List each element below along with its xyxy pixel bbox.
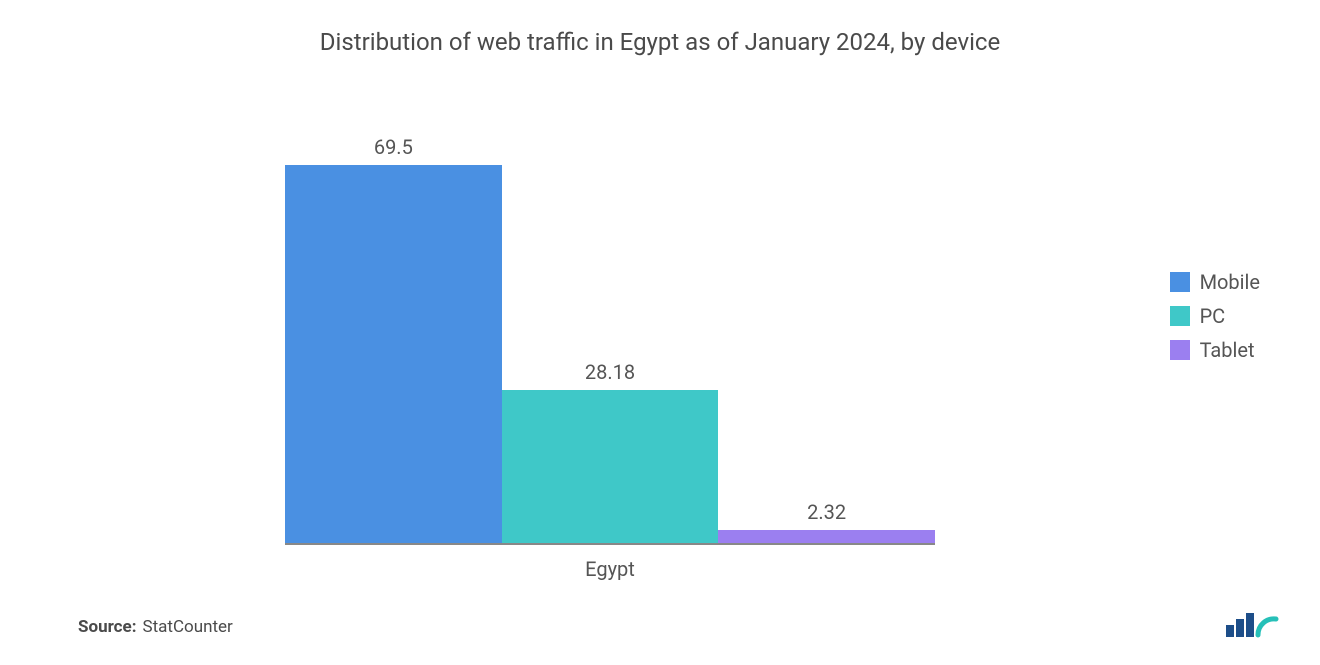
legend-swatch [1170, 340, 1190, 360]
legend-swatch [1170, 272, 1190, 292]
bar-rect [502, 390, 719, 543]
bar-pc: 28.18 [502, 390, 719, 543]
chart-legend: Mobile PC Tablet [1170, 270, 1260, 362]
bar-rect [718, 530, 935, 543]
x-axis-baseline [285, 543, 935, 545]
chart-title: Distribution of web traffic in Egypt as … [0, 28, 1320, 56]
bar-value-label: 2.32 [718, 500, 935, 524]
legend-label: PC [1200, 304, 1226, 328]
legend-swatch [1170, 306, 1190, 326]
legend-item-pc: PC [1170, 304, 1260, 328]
legend-item-mobile: Mobile [1170, 270, 1260, 294]
plot-area: 69.528.182.32 Egypt [285, 165, 935, 545]
legend-item-tablet: Tablet [1170, 338, 1260, 362]
legend-label: Mobile [1200, 270, 1260, 294]
bar-rect [285, 165, 502, 543]
bar-tablet: 2.32 [718, 530, 935, 543]
source-value: StatCounter [142, 617, 232, 637]
bar-value-label: 69.5 [285, 135, 502, 159]
bar-row: 69.528.182.32 [285, 163, 935, 543]
legend-label: Tablet [1200, 338, 1255, 362]
brand-logo [1224, 611, 1280, 639]
chart-container: Distribution of web traffic in Egypt as … [0, 0, 1320, 665]
bar-mobile: 69.5 [285, 165, 502, 543]
x-axis-category-label: Egypt [285, 557, 935, 581]
source-line: Source: StatCounter [78, 617, 233, 637]
bar-value-label: 28.18 [502, 360, 719, 384]
logo-icon [1224, 611, 1280, 639]
source-label: Source: [78, 617, 136, 637]
